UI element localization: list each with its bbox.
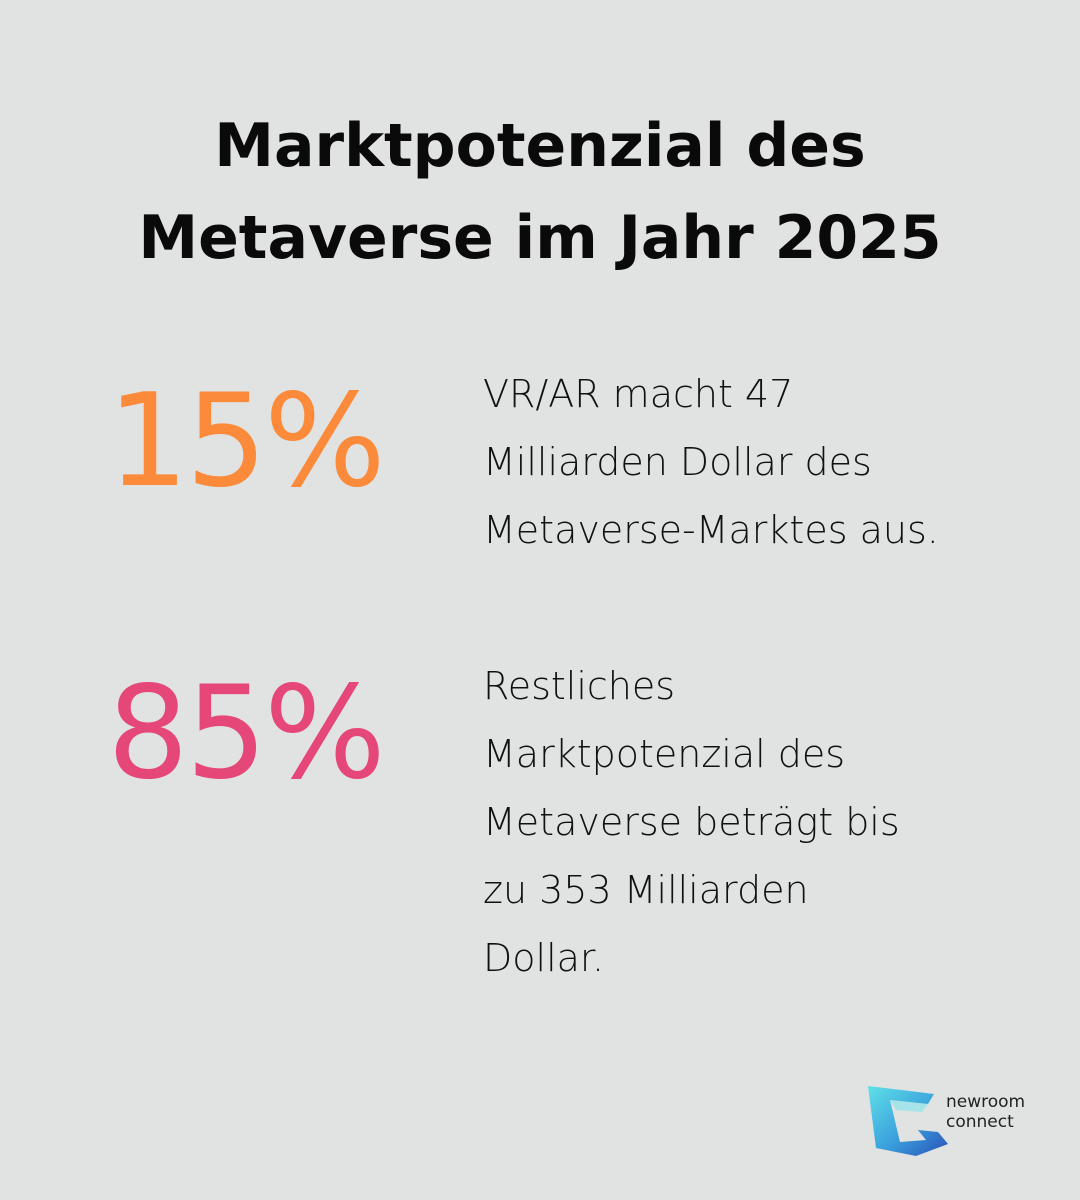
page-title: Marktpotenzial des Metaverse im Jahr 202…: [0, 100, 1080, 284]
brand-logo: newroom connect: [866, 1082, 1046, 1162]
stat-description-line: Metaverse beträgt bis: [483, 800, 900, 844]
title-line-1: Marktpotenzial des: [214, 111, 866, 181]
stat-description: VR/AR macht 47 Milliarden Dollar des Met…: [483, 360, 1043, 564]
stat-description-line: Marktpotenzial des: [483, 732, 846, 776]
stat-description-line: Metaverse-Marktes aus.: [483, 508, 939, 552]
stat-description-line: VR/AR macht 47: [483, 372, 794, 416]
brand-name-line-1: newroom: [946, 1092, 1026, 1112]
brand-name: newroom connect: [946, 1092, 1025, 1132]
stat-description-line: zu 353 Milliarden: [483, 868, 809, 912]
newroom-connect-logo-icon: [868, 1086, 948, 1156]
brand-name-line-2: connect: [946, 1112, 1014, 1132]
title-line-2: Metaverse im Jahr 2025: [138, 203, 942, 273]
stat-description-line: Dollar.: [483, 936, 605, 980]
stat-percentage: 85%: [107, 659, 386, 808]
stat-percentage: 15%: [107, 367, 386, 516]
stat-description-line: Restliches: [483, 664, 676, 708]
stat-description: Restliches Marktpotenzial des Metaverse …: [483, 652, 1043, 992]
stat-description-line: Milliarden Dollar des: [483, 440, 872, 484]
